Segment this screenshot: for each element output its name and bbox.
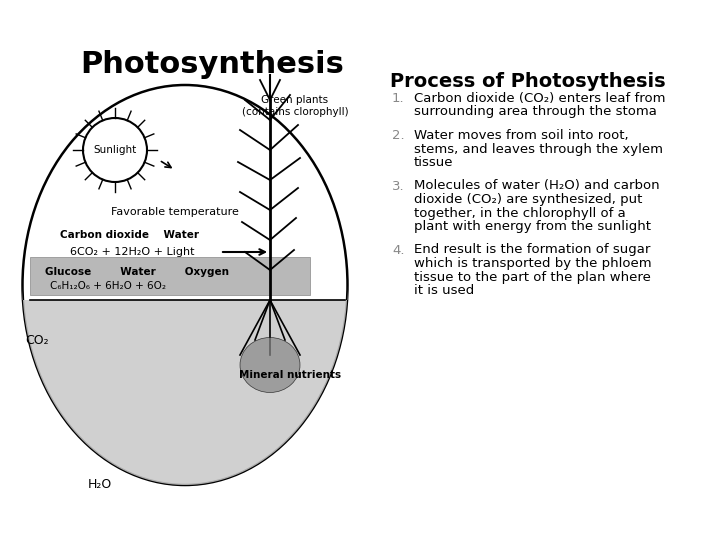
Text: CO₂: CO₂ xyxy=(25,334,49,347)
Text: Photosynthesis: Photosynthesis xyxy=(80,50,344,79)
Text: surrounding area through the stoma: surrounding area through the stoma xyxy=(414,105,657,118)
Text: tissue: tissue xyxy=(414,156,454,169)
Text: Glucose        Water        Oxygen: Glucose Water Oxygen xyxy=(45,267,229,277)
Text: stems, and leaves through the xylem: stems, and leaves through the xylem xyxy=(414,143,663,156)
Text: it is used: it is used xyxy=(414,284,474,297)
Text: Carbon dioxide    Water: Carbon dioxide Water xyxy=(60,230,199,240)
Text: Sunlight: Sunlight xyxy=(94,145,137,155)
Text: End result is the formation of sugar: End result is the formation of sugar xyxy=(414,244,650,256)
Text: plant with energy from the sunlight: plant with energy from the sunlight xyxy=(414,220,651,233)
Ellipse shape xyxy=(240,338,300,393)
Text: Favorable temperature: Favorable temperature xyxy=(111,207,239,217)
Text: together, in the chlorophyll of a: together, in the chlorophyll of a xyxy=(414,206,626,219)
Text: Molecules of water (H₂O) and carbon: Molecules of water (H₂O) and carbon xyxy=(414,179,660,192)
Polygon shape xyxy=(22,285,348,485)
Text: Process of Photosythesis: Process of Photosythesis xyxy=(390,72,665,91)
Text: 4.: 4. xyxy=(392,244,405,256)
Text: Mineral nutrients: Mineral nutrients xyxy=(239,370,341,380)
Text: Green plants
(contains clorophyll): Green plants (contains clorophyll) xyxy=(242,95,348,117)
Text: 6CO₂ + 12H₂O + Light: 6CO₂ + 12H₂O + Light xyxy=(70,247,194,257)
Text: Carbon dioxide (CO₂) enters leaf from: Carbon dioxide (CO₂) enters leaf from xyxy=(414,92,665,105)
Text: tissue to the part of the plan where: tissue to the part of the plan where xyxy=(414,271,651,284)
Text: 2.: 2. xyxy=(392,129,405,142)
Text: Water moves from soil into root,: Water moves from soil into root, xyxy=(414,129,629,142)
Text: which is transported by the phloem: which is transported by the phloem xyxy=(414,257,652,270)
Circle shape xyxy=(83,118,147,182)
Text: H₂O: H₂O xyxy=(88,478,112,491)
Ellipse shape xyxy=(22,85,348,485)
Text: dioxide (CO₂) are synthesized, put: dioxide (CO₂) are synthesized, put xyxy=(414,193,642,206)
Text: 3.: 3. xyxy=(392,179,405,192)
Text: 1.: 1. xyxy=(392,92,405,105)
Bar xyxy=(30,257,310,295)
Text: C₆H₁₂O₆ + 6H₂O + 6O₂: C₆H₁₂O₆ + 6H₂O + 6O₂ xyxy=(50,281,166,291)
